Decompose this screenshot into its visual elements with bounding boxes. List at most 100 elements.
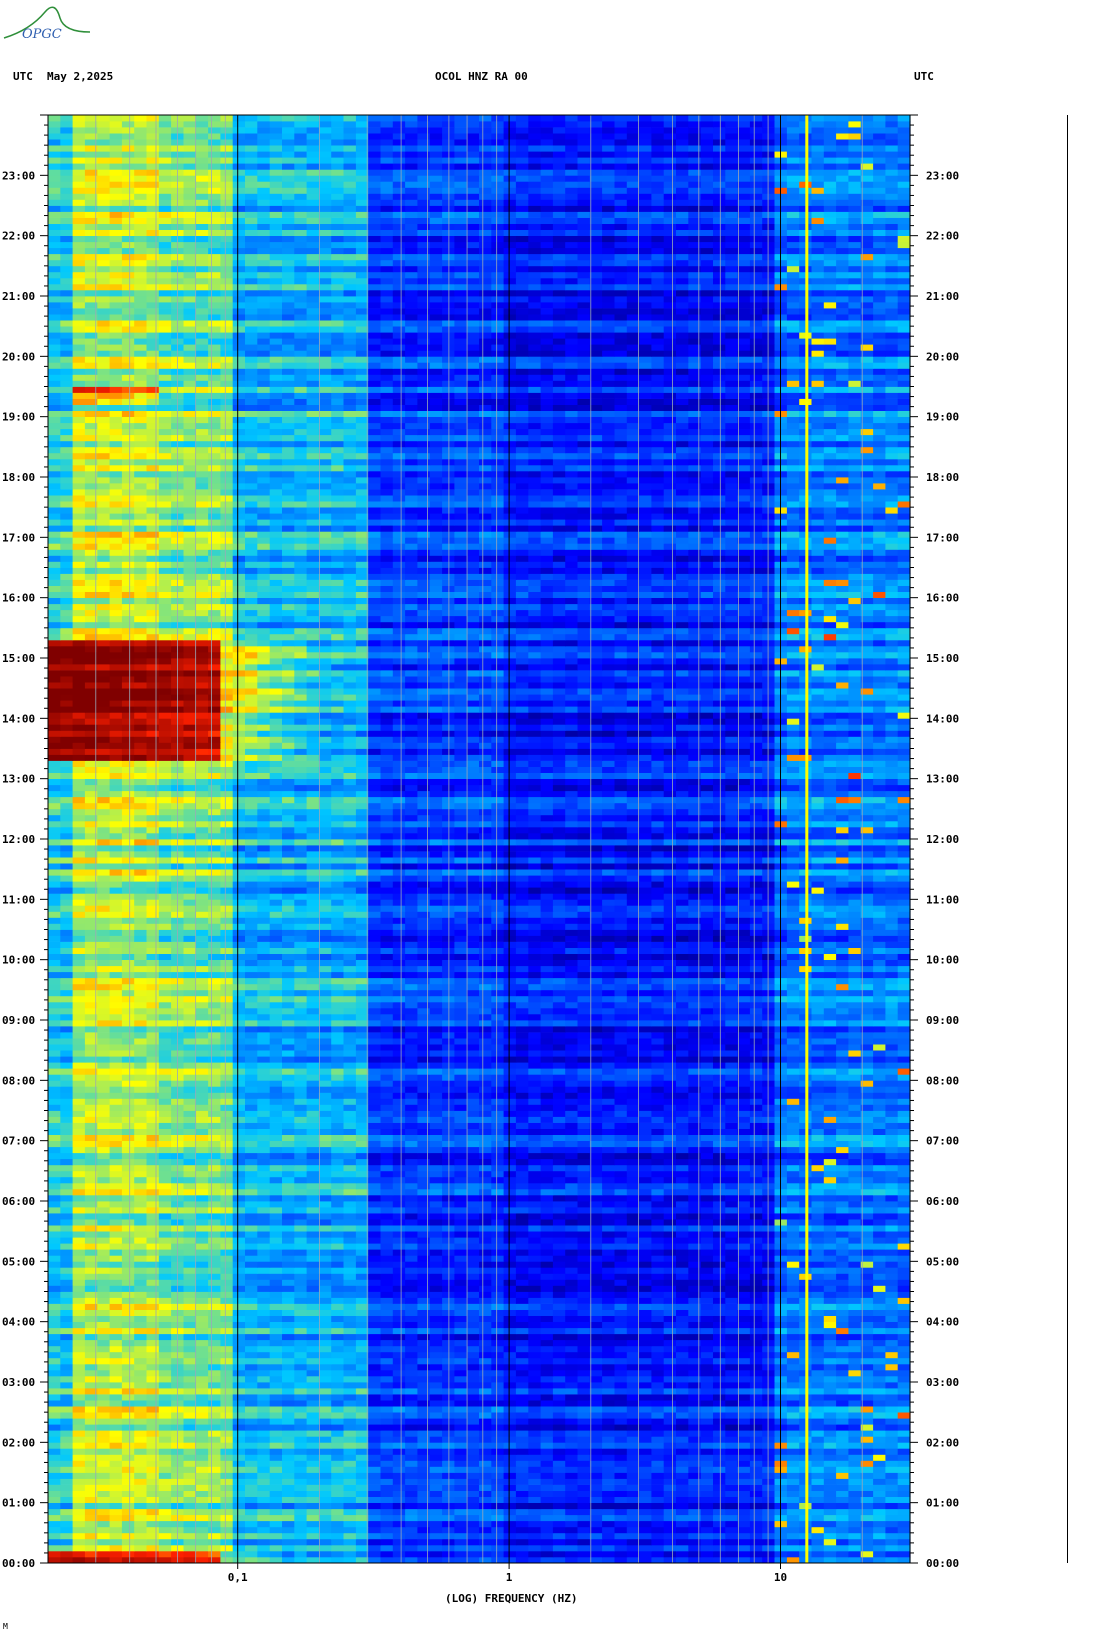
spectrogram-cell	[392, 1526, 406, 1534]
spectrogram-cell	[762, 1526, 776, 1534]
spectrogram-cell	[380, 1496, 394, 1503]
spectrogram-cell	[676, 1472, 689, 1479]
spectrogram-cell	[737, 1496, 751, 1503]
spectrogram-cell	[848, 1207, 862, 1214]
spectrogram-cell	[306, 1225, 320, 1232]
spectrogram-cell	[626, 1376, 640, 1383]
spectrogram-cell	[688, 1146, 702, 1154]
spectrogram-cell	[282, 1454, 295, 1461]
spectrogram-cell	[109, 1430, 123, 1437]
spectrogram-cell	[725, 1219, 739, 1226]
spectrogram-cell	[688, 1454, 702, 1461]
spectrogram-cell	[380, 1285, 394, 1292]
spectrogram-cell	[331, 1369, 345, 1377]
spectrogram-cell	[183, 1369, 197, 1377]
spectrogram-cell	[540, 1466, 554, 1473]
spectrogram-cell	[873, 1333, 886, 1341]
spectrogram-cell	[614, 1369, 628, 1377]
spectrogram-cell	[306, 1170, 320, 1178]
spectrogram-cell	[368, 1261, 382, 1268]
spectrogram-cell	[84, 1255, 98, 1262]
spectrogram-cell	[811, 1436, 825, 1443]
spectrogram-cell	[860, 1526, 874, 1534]
spectrogram-cell	[72, 1436, 86, 1443]
spectrogram-cell	[72, 1321, 86, 1329]
spectrogram-cell	[232, 1207, 246, 1214]
spectrogram-cell	[552, 1557, 566, 1564]
spectrogram-cell	[134, 1273, 148, 1280]
spectrogram-cell	[540, 1490, 554, 1497]
spectrogram-cell	[306, 1279, 320, 1286]
spectrogram-cell	[72, 1201, 86, 1208]
spectrogram-cell	[503, 1273, 517, 1280]
spectrogram-cell	[220, 1400, 234, 1407]
spectrogram-cell	[860, 1478, 874, 1485]
spectrogram-cell	[577, 1532, 591, 1540]
spectrogram-cell	[183, 1207, 197, 1214]
spectrogram-cell	[602, 1333, 615, 1341]
spectrogram-cell	[60, 1315, 74, 1322]
spectrogram-cell	[331, 1466, 345, 1473]
spectrogram-cell	[552, 1454, 566, 1461]
spectrogram-cell	[318, 1412, 332, 1419]
spectrogram-cell	[405, 1225, 418, 1232]
spectrogram-cell	[515, 1508, 529, 1516]
spectrogram-cell	[245, 1146, 258, 1154]
spectrogram-cell	[392, 1424, 406, 1431]
spectrogram-cell	[897, 1369, 911, 1377]
spectrogram-cell	[405, 1490, 418, 1497]
spectrogram-cell	[220, 1376, 234, 1383]
spectrogram-cell	[503, 1369, 517, 1377]
spectrogram-cell	[195, 1550, 209, 1558]
spectrogram-cell	[282, 1363, 295, 1371]
spectrogram-cell	[860, 1550, 874, 1558]
spectrogram-cell	[602, 1538, 615, 1546]
spectrogram-cell	[183, 1333, 197, 1341]
spectrogram-cell	[676, 1394, 689, 1401]
spectrogram-cell	[663, 1418, 677, 1425]
spectrogram-cell	[823, 1303, 837, 1310]
spectrogram-cell	[503, 1321, 517, 1329]
spectrogram-cell	[380, 1466, 394, 1473]
spectrogram-cell	[540, 1454, 554, 1461]
spectrogram-cell	[454, 1550, 468, 1558]
spectrogram-cell	[245, 1538, 258, 1546]
spectrogram-cell	[60, 1376, 74, 1383]
spectrogram-cell	[873, 1448, 886, 1455]
spectrogram-cell	[626, 1164, 640, 1172]
spectrogram-cell	[158, 1369, 172, 1377]
spectrogram-cell	[725, 1345, 739, 1353]
spectrogram-cell	[405, 1237, 418, 1244]
spectrogram-cell	[688, 1333, 702, 1341]
spectrogram-cell	[84, 1363, 98, 1371]
spectrogram-cell	[749, 1201, 763, 1208]
spectrogram-cell	[208, 1128, 221, 1135]
spectrogram-cell	[811, 1345, 825, 1353]
spectrogram-cell	[48, 1158, 61, 1166]
spectrogram-cell	[491, 1158, 505, 1166]
spectrogram-cell	[688, 1195, 702, 1202]
spectrogram-cell	[552, 1164, 566, 1172]
spectrogram-cell	[479, 1388, 492, 1395]
spectrogram-cell	[134, 1526, 148, 1534]
spectrogram-cell	[454, 1394, 468, 1401]
spectrogram-cell	[823, 1170, 837, 1178]
spectrogram-cell	[392, 1279, 406, 1286]
spectrogram-cell	[503, 1195, 517, 1202]
spectrogram-cell	[318, 1249, 332, 1256]
spectrogram-cell	[269, 1490, 283, 1497]
spectrogram-cell	[245, 1448, 258, 1455]
spectrogram-cell	[873, 1526, 886, 1534]
spectrogram-cell	[873, 1345, 886, 1353]
spectrogram-cell	[565, 1182, 579, 1190]
spectrogram-cell	[614, 1309, 628, 1316]
spectrogram-cell	[725, 1502, 739, 1510]
spectrogram-cell	[134, 1182, 148, 1190]
spectrogram-cell	[48, 1146, 61, 1154]
spectrogram-cell	[269, 1225, 283, 1232]
spectrogram-cell	[208, 1207, 221, 1214]
spectrogram-cell	[614, 1164, 628, 1172]
spectrogram-cell	[713, 1508, 726, 1516]
spectrogram-cell	[454, 1369, 468, 1377]
spectrogram-cell	[565, 1273, 579, 1280]
